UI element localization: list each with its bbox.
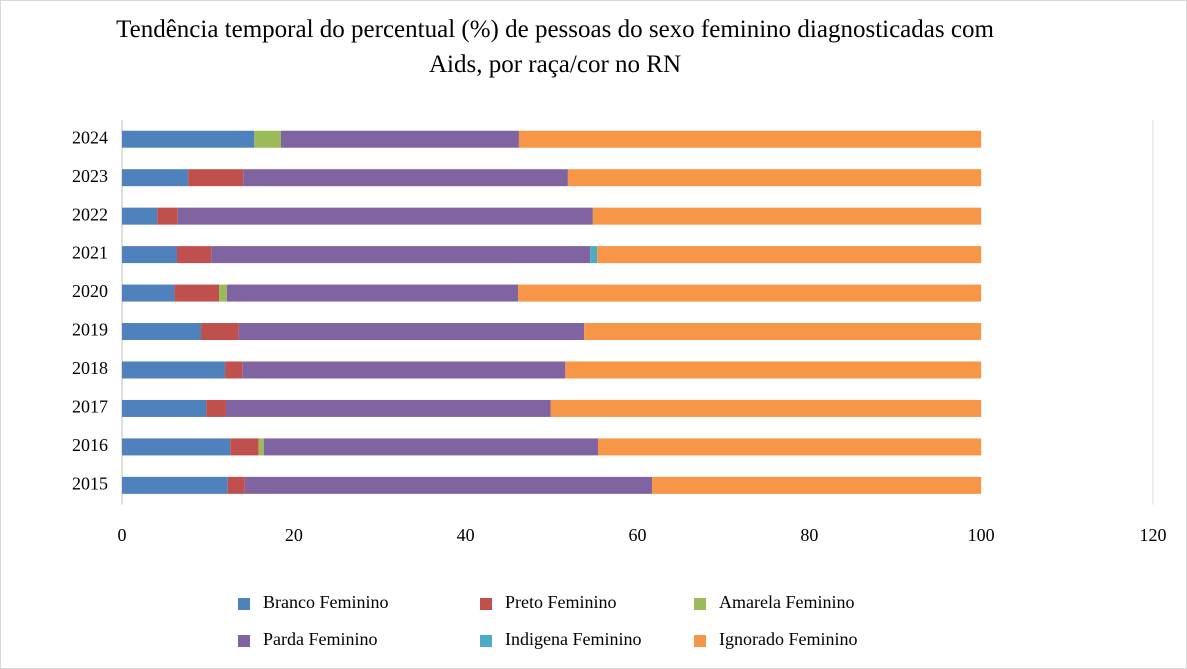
legend-label: Branco Feminino [263, 592, 388, 612]
bar-segment [201, 323, 239, 341]
bar-segment [206, 399, 226, 417]
legend-label: Ignorado Feminino [719, 629, 857, 649]
x-tick-label: 100 [968, 525, 995, 545]
bar-segment [122, 438, 231, 456]
bar-segment [122, 476, 228, 494]
bar-segment [219, 284, 227, 302]
x-tick-label: 20 [285, 525, 303, 545]
bar-segment [597, 246, 982, 264]
bar-segment [590, 246, 598, 264]
bar-segment [227, 476, 245, 494]
legend-label: Amarela Feminino [719, 592, 854, 612]
bar-segment [254, 130, 281, 148]
bar-segment [177, 207, 593, 225]
bar-segment [122, 169, 189, 187]
x-tick-label: 0 [118, 525, 127, 545]
bar-segment [597, 438, 982, 456]
bar-segment [122, 130, 255, 148]
y-tick-label: 2024 [72, 127, 108, 147]
x-tick-label: 80 [800, 525, 818, 545]
bar-segment [592, 207, 982, 225]
bar-segment [584, 323, 982, 341]
bar-segment [122, 323, 202, 341]
legend-swatch [238, 635, 250, 647]
bar-segment [122, 284, 175, 302]
bar-segment [263, 438, 598, 456]
chart-title: Tendência temporal do percentual (%) de … [116, 16, 994, 78]
bar-segment [176, 246, 212, 264]
legend-swatch [480, 635, 492, 647]
bar-segment [518, 130, 982, 148]
y-tick-label: 2019 [72, 320, 108, 340]
legend-swatch [480, 598, 492, 610]
bar-segment [230, 438, 259, 456]
y-tick-label: 2023 [72, 166, 108, 186]
legend-label: Preto Feminino [505, 592, 617, 612]
bar-segment [550, 399, 982, 417]
x-tick-label: 40 [457, 525, 475, 545]
y-tick-label: 2020 [72, 281, 108, 301]
legend-swatch [238, 598, 250, 610]
bar-segment [238, 323, 585, 341]
bar-segment [122, 361, 226, 379]
bar-segment [157, 207, 178, 225]
bar-segment [565, 361, 982, 379]
bar-segment [188, 169, 244, 187]
y-tick-label: 2016 [72, 435, 108, 455]
bar-segment [122, 207, 158, 225]
legend-label: Indigena Feminino [505, 629, 641, 649]
bar-segment [518, 284, 982, 302]
bar-segment [225, 361, 243, 379]
legend-swatch [694, 598, 706, 610]
bar-segment [122, 399, 207, 417]
bar-segment [242, 361, 566, 379]
bar-segment [652, 476, 982, 494]
bar-segment [280, 130, 519, 148]
bar-segment [225, 399, 551, 417]
y-tick-label: 2017 [72, 397, 108, 417]
x-tick-label: 60 [629, 525, 647, 545]
y-tick-label: 2022 [72, 204, 108, 224]
bar-segment [211, 246, 591, 264]
bar-segment [226, 284, 519, 302]
bar-segment [174, 284, 220, 302]
y-tick-label: 2015 [72, 473, 108, 493]
bar-segment [243, 169, 568, 187]
y-tick-label: 2018 [72, 358, 108, 378]
x-tick-label: 120 [1140, 525, 1167, 545]
bar-segment [567, 169, 982, 187]
y-tick-label: 2021 [72, 243, 108, 263]
bar-segment [122, 246, 177, 264]
bar-segment [258, 438, 264, 456]
legend-label: Parda Feminino [263, 629, 378, 649]
legend-swatch [694, 635, 706, 647]
bar-segment [244, 476, 653, 494]
